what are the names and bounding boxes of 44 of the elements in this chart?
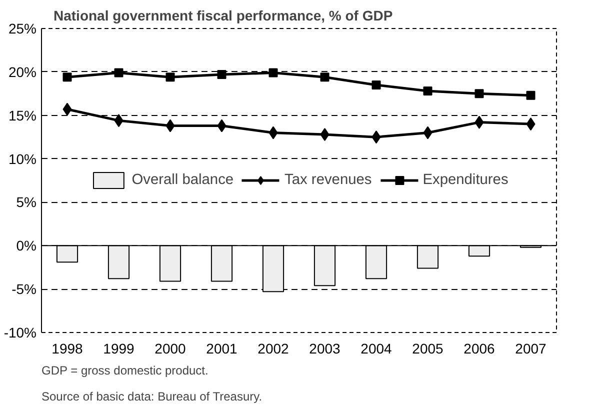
- y-tick-label: -5%: [12, 281, 37, 298]
- point: [268, 68, 278, 78]
- legend-label: Expenditures: [422, 172, 508, 188]
- source-note: Source of basic data: Bureau of Treasury.: [42, 390, 262, 404]
- y-tick-label: 10%: [8, 150, 37, 167]
- x-tick-label: 2006: [464, 340, 496, 356]
- x-tick-label: 2000: [154, 340, 186, 356]
- y-tick-label: 15%: [8, 107, 37, 124]
- y-tick-label: 5%: [16, 194, 36, 210]
- point: [423, 126, 432, 140]
- point: [166, 72, 175, 82]
- y-tick-label: -10%: [4, 324, 37, 340]
- x-tick-label: 2004: [360, 340, 392, 356]
- y-tick-label: 25%: [8, 20, 37, 36]
- point: [423, 86, 432, 96]
- point: [474, 89, 484, 98]
- x-tick-label: 2007: [515, 340, 547, 356]
- point: [372, 80, 381, 90]
- text: GDP = gross domestic product.: [42, 364, 208, 378]
- x-tick-label: 2003: [309, 340, 341, 356]
- y-tick-label: 0%: [16, 238, 36, 254]
- point: [217, 70, 226, 80]
- point: [474, 116, 484, 129]
- point: [320, 128, 330, 141]
- point: [320, 72, 330, 82]
- point: [62, 102, 72, 116]
- x-tick-label: 2005: [412, 340, 444, 356]
- point: [114, 114, 124, 128]
- x-tick-label: 2002: [258, 340, 290, 356]
- point: [114, 68, 124, 78]
- point: [372, 130, 381, 144]
- x-tick-label: 1999: [103, 340, 135, 356]
- legend-label: Overall balance: [132, 172, 234, 188]
- point: [217, 119, 226, 132]
- point: [62, 72, 72, 82]
- point: [166, 119, 175, 132]
- point: [268, 126, 278, 140]
- point: [526, 118, 536, 131]
- x-tick-label: 2001: [206, 340, 238, 356]
- point: [526, 90, 536, 100]
- legend-label: Tax revenues: [284, 172, 372, 188]
- y-tick-label: 20%: [8, 64, 37, 80]
- chart-title: National government fiscal performance, % of GDP: [54, 8, 393, 24]
- x-tick-label: 1998: [52, 340, 84, 356]
